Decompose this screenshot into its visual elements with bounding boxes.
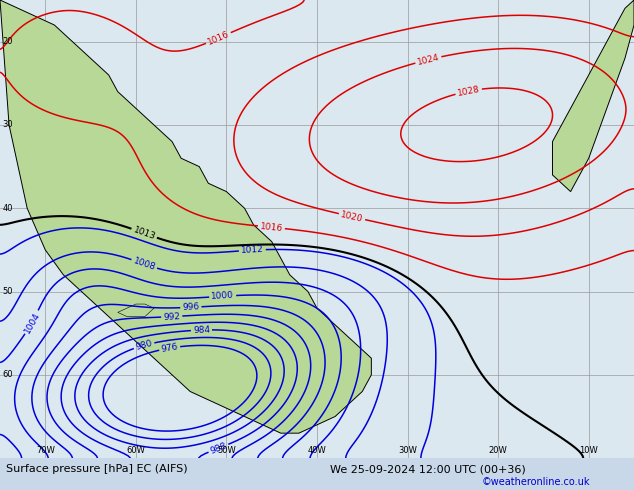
Text: 1000: 1000 xyxy=(211,291,235,301)
Text: 976: 976 xyxy=(160,343,179,354)
Text: 20W: 20W xyxy=(489,446,508,455)
Text: 30: 30 xyxy=(3,121,13,129)
Text: 1004: 1004 xyxy=(22,310,41,335)
Text: 70W: 70W xyxy=(36,446,55,455)
Text: 992: 992 xyxy=(163,312,181,321)
Polygon shape xyxy=(552,0,634,192)
Text: 1020: 1020 xyxy=(340,210,364,223)
Text: 1012: 1012 xyxy=(241,245,264,255)
Text: 20: 20 xyxy=(3,37,13,46)
Polygon shape xyxy=(0,0,372,433)
Text: 984: 984 xyxy=(193,325,210,335)
Text: 1028: 1028 xyxy=(456,85,481,98)
Text: 988: 988 xyxy=(209,441,228,456)
Text: 40: 40 xyxy=(3,204,13,213)
Text: 30W: 30W xyxy=(398,446,417,455)
Text: 40W: 40W xyxy=(307,446,327,455)
Text: 980: 980 xyxy=(134,339,153,352)
Text: We 25-09-2024 12:00 UTC (00+36): We 25-09-2024 12:00 UTC (00+36) xyxy=(330,465,526,474)
Text: 10W: 10W xyxy=(579,446,598,455)
Text: Surface pressure [hPa] EC (AIFS): Surface pressure [hPa] EC (AIFS) xyxy=(6,465,188,474)
Text: 1016: 1016 xyxy=(206,29,231,47)
Text: 50: 50 xyxy=(3,287,13,296)
Text: 1008: 1008 xyxy=(132,256,157,272)
Text: 50W: 50W xyxy=(217,446,236,455)
Polygon shape xyxy=(118,304,154,317)
Text: 60: 60 xyxy=(3,370,13,379)
Text: 1013: 1013 xyxy=(132,225,157,242)
Text: 1016: 1016 xyxy=(259,221,283,233)
Text: 996: 996 xyxy=(182,302,200,312)
Text: 60W: 60W xyxy=(126,446,145,455)
Text: ©weatheronline.co.uk: ©weatheronline.co.uk xyxy=(482,477,590,487)
Text: 1024: 1024 xyxy=(416,52,441,67)
